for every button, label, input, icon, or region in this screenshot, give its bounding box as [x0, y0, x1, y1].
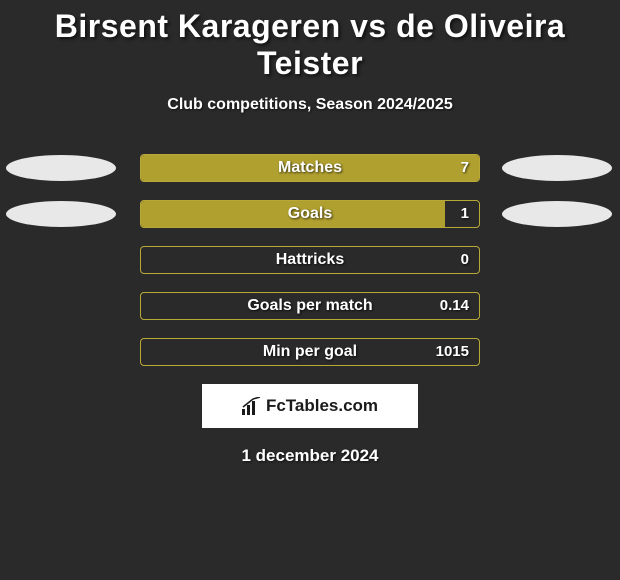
stat-row: Matches7 [0, 154, 620, 182]
stat-value: 1 [461, 205, 469, 222]
stat-bar: Goals1 [140, 200, 480, 228]
stat-label: Min per goal [141, 343, 479, 361]
stat-bar: Min per goal1015 [140, 338, 480, 366]
stat-label: Goals [141, 205, 479, 223]
player-right-marker [502, 201, 612, 227]
stat-value: 0 [461, 251, 469, 268]
page-subtitle: Club competitions, Season 2024/2025 [0, 96, 620, 114]
footer-date: 1 december 2024 [0, 446, 620, 466]
stat-value: 0.14 [440, 297, 469, 314]
stat-label: Matches [141, 159, 479, 177]
stat-bar: Hattricks0 [140, 246, 480, 274]
stat-label: Hattricks [141, 251, 479, 269]
player-left-marker [6, 201, 116, 227]
player-right-marker [502, 155, 612, 181]
chart-icon [242, 397, 262, 415]
stat-value: 1015 [436, 343, 469, 360]
stat-row: Hattricks0 [0, 246, 620, 274]
stat-row: Goals per match0.14 [0, 292, 620, 320]
stats-chart: Matches7Goals1Hattricks0Goals per match0… [0, 154, 620, 366]
stat-bar: Goals per match0.14 [140, 292, 480, 320]
logo-text: FcTables.com [266, 396, 378, 416]
player-left-marker [6, 155, 116, 181]
page-title: Birsent Karageren vs de Oliveira Teister [0, 0, 620, 82]
stat-row: Min per goal1015 [0, 338, 620, 366]
stat-label: Goals per match [141, 297, 479, 315]
stat-row: Goals1 [0, 200, 620, 228]
stat-bar: Matches7 [140, 154, 480, 182]
logo-badge[interactable]: FcTables.com [202, 384, 418, 428]
stat-value: 7 [461, 159, 469, 176]
